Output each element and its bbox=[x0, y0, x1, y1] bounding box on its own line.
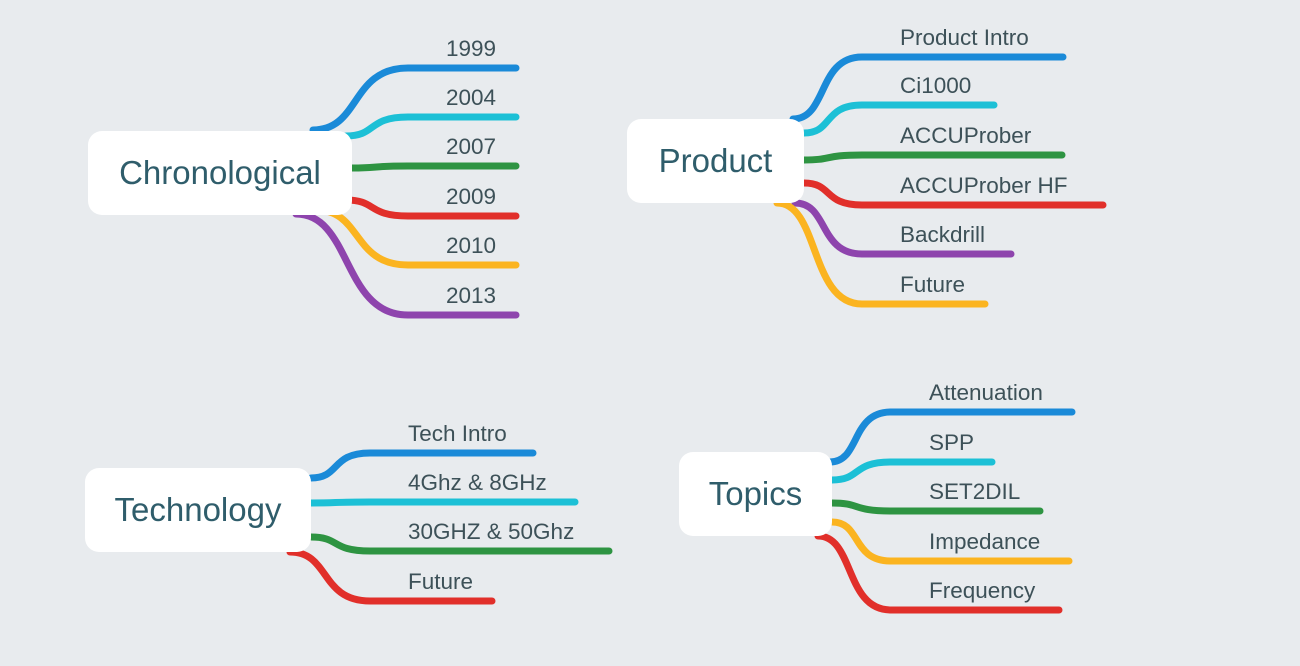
chronological-branch-label-4[interactable]: 2010 bbox=[446, 233, 497, 258]
chronological-branch-line-2 bbox=[348, 162, 520, 172]
chronological-branch-label-1[interactable]: 2004 bbox=[446, 85, 497, 110]
product-branch-line-1 bbox=[800, 101, 998, 137]
technology-branch-label-2[interactable]: 30GHZ & 50Ghz bbox=[408, 519, 575, 544]
technology-branch-line-2 bbox=[307, 533, 613, 555]
product-branch-line-4 bbox=[791, 199, 1015, 258]
topics-branch-line-2 bbox=[828, 499, 1044, 515]
product-branch-label-1[interactable]: Ci1000 bbox=[900, 73, 972, 98]
product-branch-line-5 bbox=[773, 199, 989, 308]
topics-branch-label-3[interactable]: Impedance bbox=[929, 529, 1041, 554]
chronological-branch-line-0 bbox=[309, 64, 520, 134]
topics-branch-label-2[interactable]: SET2DIL bbox=[929, 479, 1021, 504]
product-branch-label-2[interactable]: ACCUProber bbox=[900, 123, 1032, 148]
product-branch-line-0 bbox=[789, 53, 1067, 123]
chronological-branch-line-5 bbox=[292, 210, 520, 319]
topics-branch-label-1[interactable]: SPP bbox=[929, 430, 975, 455]
chronological-branch-label-5[interactable]: 2013 bbox=[446, 283, 497, 308]
topics-branch-line-1 bbox=[828, 458, 996, 484]
product-branch-line-3 bbox=[800, 179, 1107, 209]
technology-branch-label-1[interactable]: 4Ghz & 8GHz bbox=[408, 470, 547, 495]
topic-product[interactable]: Product bbox=[627, 119, 804, 203]
product-branch-line-2 bbox=[800, 151, 1066, 164]
topic-technology[interactable]: Technology bbox=[85, 468, 311, 552]
technology-branch-label-3[interactable]: Future bbox=[408, 569, 474, 594]
technology-branch-line-0 bbox=[307, 449, 537, 482]
topic-topics[interactable]: Topics bbox=[679, 452, 832, 536]
topics-branch-label-4[interactable]: Frequency bbox=[929, 578, 1036, 603]
chronological-branch-line-1 bbox=[342, 113, 520, 140]
product-branch-label-3[interactable]: ACCUProber HF bbox=[900, 173, 1068, 198]
technology-branch-label-0[interactable]: Tech Intro bbox=[408, 421, 507, 446]
product-branch-label-5[interactable]: Future bbox=[900, 272, 966, 297]
topics-branch-line-3 bbox=[828, 518, 1073, 565]
topics-branch-line-4 bbox=[814, 532, 1063, 614]
chronological-branch-line-3 bbox=[342, 196, 520, 220]
chronological-branch-label-2[interactable]: 2007 bbox=[446, 134, 497, 159]
topics-branch-line-0 bbox=[826, 408, 1076, 466]
technology-branch-line-1 bbox=[307, 498, 579, 507]
topics-branch-label-0[interactable]: Attenuation bbox=[929, 380, 1043, 405]
product-branch-label-4[interactable]: Backdrill bbox=[900, 222, 986, 247]
technology-branch-line-3 bbox=[286, 548, 496, 605]
product-branch-label-0[interactable]: Product Intro bbox=[900, 25, 1029, 50]
topic-chronological[interactable]: Chronological bbox=[88, 131, 352, 215]
chronological-branch-label-0[interactable]: 1999 bbox=[446, 36, 497, 61]
chronological-branch-label-3[interactable]: 2009 bbox=[446, 184, 497, 209]
